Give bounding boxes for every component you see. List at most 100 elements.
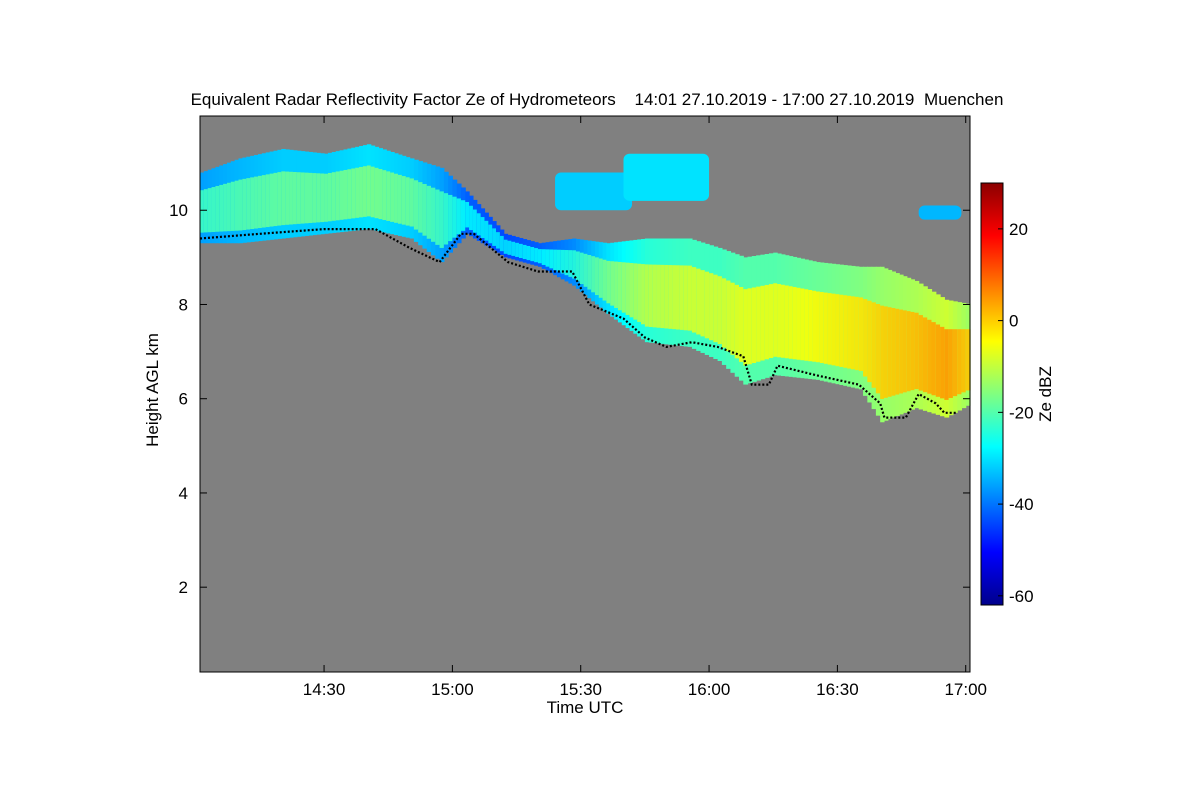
x-tick-label: 15:00 bbox=[431, 680, 474, 699]
cloud-column-core bbox=[854, 296, 860, 371]
cloud-column-core bbox=[324, 173, 329, 222]
cloud-column-core bbox=[910, 311, 915, 391]
cloud-column-core bbox=[422, 183, 428, 236]
cloud-column-core bbox=[835, 294, 840, 367]
cloud-column-core bbox=[289, 171, 294, 225]
cloud-column-core bbox=[234, 180, 240, 231]
cloud-base-line bbox=[199, 228, 958, 419]
cloud-column-core bbox=[883, 306, 889, 398]
cloud-column-core bbox=[899, 309, 904, 394]
colorbar bbox=[980, 182, 1004, 606]
cloud-column-core bbox=[875, 304, 881, 394]
x-tick-label: 15:30 bbox=[559, 680, 602, 699]
cloud-column-core bbox=[756, 286, 761, 362]
colorbar-tick-label: -60 bbox=[1009, 587, 1034, 606]
cloud-column-core bbox=[656, 264, 662, 328]
cloud-patch bbox=[918, 205, 962, 220]
cloud-column-core bbox=[931, 322, 937, 396]
cloud-column-core bbox=[760, 285, 766, 361]
cloud-column-core bbox=[751, 287, 757, 364]
cloud-column-core bbox=[598, 258, 604, 298]
colorbar-tick-label: -40 bbox=[1009, 495, 1034, 514]
cloud-column-core bbox=[238, 179, 243, 231]
cloud-column-core bbox=[223, 183, 228, 232]
colorbar-tick-label: 20 bbox=[1009, 220, 1028, 239]
cloud-column-core bbox=[691, 267, 697, 333]
cloud-column-core bbox=[902, 310, 908, 393]
cloud-column-core bbox=[957, 329, 963, 395]
cloud-column-core bbox=[687, 265, 693, 331]
cloud-column-core bbox=[366, 165, 372, 217]
colorbar-tick-label: -20 bbox=[1009, 403, 1034, 422]
x-tick-label: 14:30 bbox=[303, 680, 346, 699]
cloud-column-core bbox=[812, 290, 817, 362]
x-tick-label: 16:00 bbox=[688, 680, 731, 699]
cloud-column-core bbox=[439, 191, 445, 248]
cloud-column-core bbox=[269, 173, 275, 227]
cloud-column-core bbox=[409, 178, 415, 227]
chart-title: Equivalent Radar Reflectivity Factor Ze … bbox=[191, 90, 616, 109]
cloud-column-core bbox=[906, 311, 912, 392]
cloud-column-core bbox=[773, 283, 778, 357]
cloud-column-core bbox=[431, 187, 436, 242]
cloud-column-core bbox=[308, 172, 313, 223]
cloud-column-core bbox=[747, 288, 753, 365]
cloud-column-core bbox=[200, 190, 205, 233]
cloud-column-core bbox=[448, 194, 453, 242]
cloud-column-core bbox=[568, 250, 573, 277]
cloud-column-core bbox=[465, 201, 470, 228]
cloud-column-core bbox=[808, 290, 813, 362]
cloud-column-core bbox=[847, 295, 852, 369]
cloud-column-core bbox=[316, 173, 321, 223]
cloud-column-core bbox=[300, 172, 306, 224]
cloud-column-core bbox=[549, 249, 554, 269]
cloud-column-core bbox=[823, 292, 829, 364]
y-axis: 2 4 6 8 10 bbox=[169, 201, 970, 597]
cloud-column-core bbox=[629, 263, 634, 318]
cloud-column-core bbox=[606, 260, 611, 304]
cloud-column-core bbox=[347, 169, 352, 219]
cloud-column-core bbox=[203, 189, 209, 233]
cloud-column-core bbox=[927, 319, 933, 394]
cloud-column-core bbox=[320, 173, 325, 223]
cloud-column-core bbox=[261, 175, 267, 228]
colorbar-label: Ze dBZ bbox=[1036, 366, 1055, 422]
cloud-column-core bbox=[644, 264, 650, 327]
x-tick-label: 17:00 bbox=[944, 680, 987, 699]
cloud-column-core bbox=[526, 245, 531, 261]
x-axis-label: Time UTC bbox=[547, 698, 624, 717]
cloud-column-core bbox=[296, 172, 302, 224]
x-tick-label: 16:30 bbox=[816, 680, 859, 699]
cloud-column-core bbox=[331, 172, 337, 221]
cloud-column-core bbox=[863, 299, 868, 377]
y-tick-label: 8 bbox=[179, 295, 188, 314]
cloud-column-core bbox=[397, 174, 403, 224]
cloud-column-core bbox=[435, 189, 441, 245]
y-tick-label: 4 bbox=[179, 484, 188, 503]
cloud-column-core bbox=[515, 242, 520, 257]
cloud-column-core bbox=[405, 177, 411, 226]
chart-location: Muenchen bbox=[924, 90, 1003, 109]
cloud-column-core bbox=[739, 287, 744, 362]
cloud-column-core bbox=[641, 264, 646, 325]
cloud-column-core bbox=[492, 228, 497, 246]
cloud-column-core bbox=[456, 198, 462, 235]
cloud-column-core bbox=[871, 302, 877, 388]
cloud-column-core bbox=[781, 284, 786, 358]
cloud-column-core bbox=[443, 193, 449, 245]
cloud-column-core bbox=[777, 284, 782, 358]
y-tick-label: 6 bbox=[179, 390, 188, 409]
cloud-column-core bbox=[343, 169, 348, 220]
cloud-column-core bbox=[219, 184, 224, 232]
cloud-column-core bbox=[553, 249, 558, 271]
cloud-column-core bbox=[426, 185, 432, 239]
cloud-column-core bbox=[257, 175, 263, 229]
cloud-column-core bbox=[948, 329, 954, 399]
cloud-column-core bbox=[537, 249, 543, 264]
cloud-column-core bbox=[679, 265, 685, 330]
cloud-column-core bbox=[273, 172, 278, 227]
cloud-column-core bbox=[610, 261, 615, 306]
cloud-column-core bbox=[648, 264, 654, 327]
cloud-column-core bbox=[572, 250, 577, 279]
